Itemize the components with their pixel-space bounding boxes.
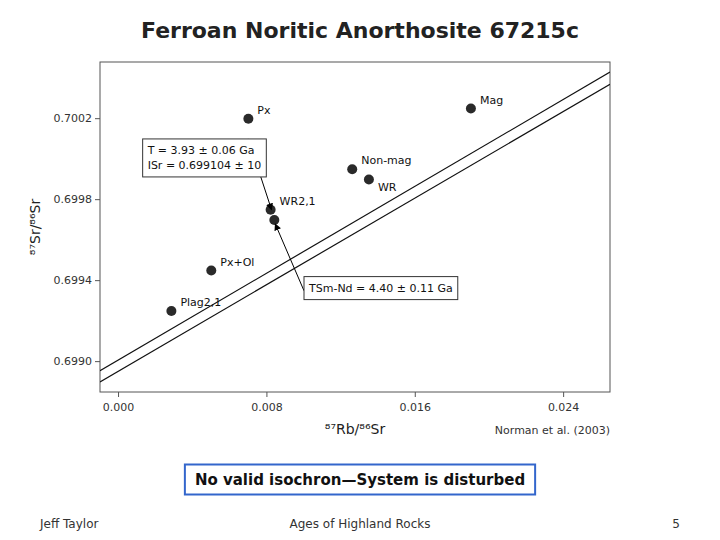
point-label: Plag2,1 [180,296,221,309]
y-tick [95,199,100,200]
footer-text: Jeff Taylor [39,517,98,531]
title: Ferroan Noritic Anorthosite 67215c [141,18,579,43]
annotation-frame [143,139,267,177]
y-tick [95,280,100,281]
x-tick [415,392,416,397]
data-point [206,266,216,276]
point-label: WR2,1 [280,195,316,208]
y-axis-label: ⁸⁷Sr/⁸⁶Sr [27,199,43,256]
footer-text: Ages of Highland Rocks [290,517,431,531]
banner: No valid isochron—System is disturbed [185,465,535,495]
x-tick [118,392,119,397]
data-point [166,306,176,316]
data-point [347,164,357,174]
x-axis-label: ⁸⁷Rb/⁸⁶Sr [325,421,386,437]
data-point [243,114,253,124]
annotation-arrow [275,224,304,291]
banner-frame [185,465,535,495]
data-point [364,174,374,184]
x-tick-label: 0.008 [251,401,283,414]
plot-frame [100,62,610,392]
x-tick-label: 0.024 [548,401,580,414]
annotation-text: T = 3.93 ± 0.06 Ga [147,144,255,157]
y-tick-label: 0.6990 [54,355,93,368]
data-point [466,104,476,114]
x-tick-label: 0.000 [103,401,135,414]
point-label: Px [257,104,271,117]
x-tick [563,392,564,397]
point-label: WR [378,181,397,194]
point-label: Px+Ol [220,256,254,269]
y-tick [95,118,100,119]
y-tick-label: 0.7002 [54,112,93,125]
x-tick-label: 0.016 [400,401,432,414]
annotation-text: TSm-Nd = 4.40 ± 0.11 Ga [308,282,453,295]
chart: Ferroan Noritic Anorthosite 67215c 0.000 0… [0,0,720,540]
y-tick-label: 0.6998 [54,193,93,206]
plot-area [100,72,610,382]
data-point [269,215,279,225]
x-tick [266,392,267,397]
annotation-box: T = 3.93 ± 0.06 Ga ISr = 0.699104 ± 10 [143,139,267,177]
regression-line [100,84,610,382]
y-tick [95,361,100,362]
regression-line [100,72,610,371]
footer-text: 5 [672,517,680,531]
banner-text: No valid isochron—System is disturbed [195,471,525,489]
y-tick-label: 0.6994 [54,274,93,287]
point-label: Mag [480,94,503,107]
annotation-box: TSm-Nd = 4.40 ± 0.11 Ga [304,277,458,300]
annotation-frame [304,277,458,300]
source-note: Norman et al. (2003) [495,424,610,437]
annotation-text: ISr = 0.699104 ± 10 [148,159,262,172]
point-label: Non-mag [361,154,411,167]
